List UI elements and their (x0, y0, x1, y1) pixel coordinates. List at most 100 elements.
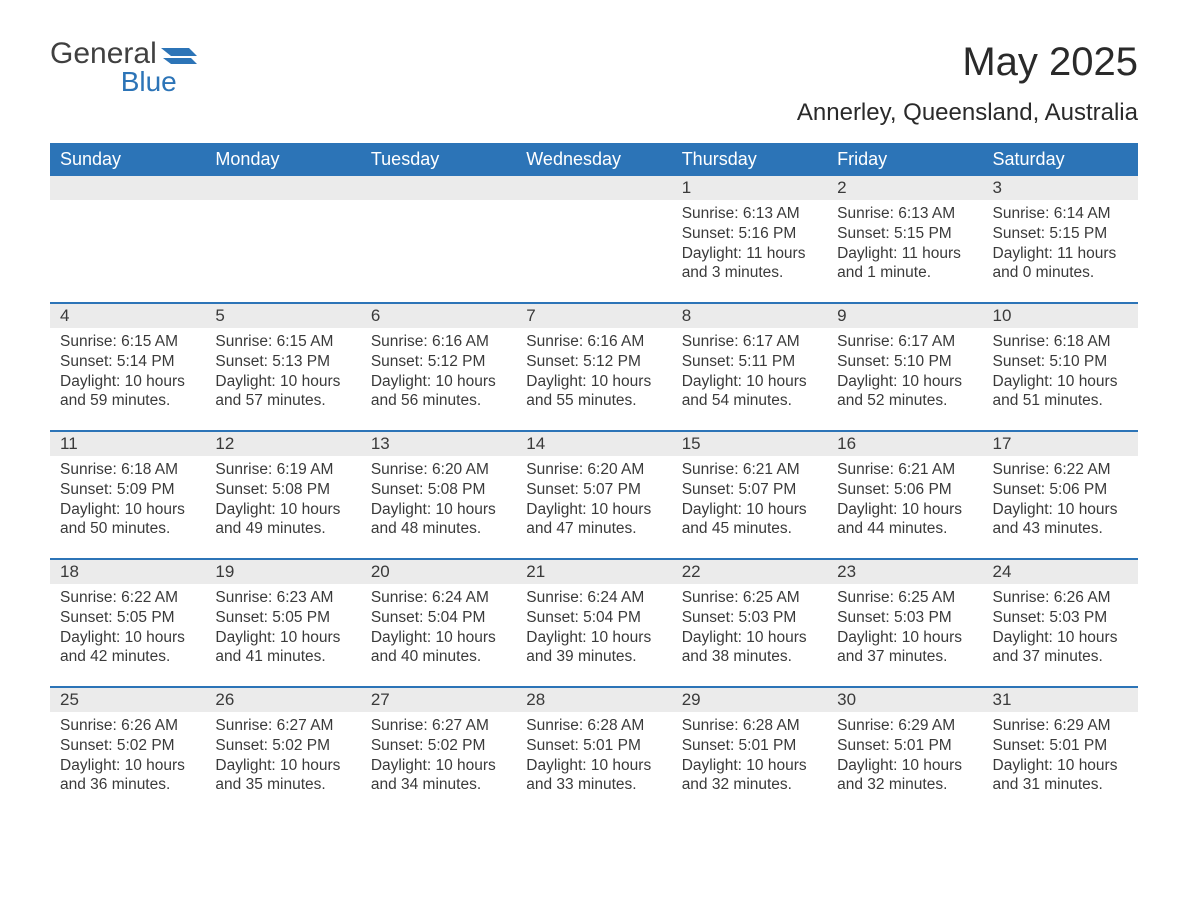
calendar-day: 29Sunrise: 6:28 AMSunset: 5:01 PMDayligh… (672, 688, 827, 814)
daylight-text: Daylight: 10 hours and 34 minutes. (371, 756, 506, 796)
sunset-text: Sunset: 5:08 PM (215, 480, 350, 500)
day-details: Sunrise: 6:19 AMSunset: 5:08 PMDaylight:… (205, 456, 360, 547)
day-details: Sunrise: 6:16 AMSunset: 5:12 PMDaylight:… (516, 328, 671, 419)
sunrise-text: Sunrise: 6:29 AM (993, 716, 1128, 736)
sunset-text: Sunset: 5:01 PM (993, 736, 1128, 756)
day-number: 27 (361, 688, 516, 712)
sunrise-text: Sunrise: 6:15 AM (60, 332, 195, 352)
calendar-day: 10Sunrise: 6:18 AMSunset: 5:10 PMDayligh… (983, 304, 1138, 430)
daylight-text: Daylight: 10 hours and 32 minutes. (837, 756, 972, 796)
sunrise-text: Sunrise: 6:28 AM (526, 716, 661, 736)
sunrise-text: Sunrise: 6:22 AM (993, 460, 1128, 480)
day-number: 17 (983, 432, 1138, 456)
sunrise-text: Sunrise: 6:20 AM (526, 460, 661, 480)
day-number: 8 (672, 304, 827, 328)
daylight-text: Daylight: 10 hours and 35 minutes. (215, 756, 350, 796)
sunrise-text: Sunrise: 6:14 AM (993, 204, 1128, 224)
day-number: 11 (50, 432, 205, 456)
day-number: . (516, 176, 671, 200)
day-number: . (361, 176, 516, 200)
calendar-day: 6Sunrise: 6:16 AMSunset: 5:12 PMDaylight… (361, 304, 516, 430)
sunrise-text: Sunrise: 6:23 AM (215, 588, 350, 608)
calendar-day: 28Sunrise: 6:28 AMSunset: 5:01 PMDayligh… (516, 688, 671, 814)
sunrise-text: Sunrise: 6:16 AM (526, 332, 661, 352)
dow-header: Saturday (983, 143, 1138, 176)
sunrise-text: Sunrise: 6:18 AM (993, 332, 1128, 352)
sunset-text: Sunset: 5:06 PM (837, 480, 972, 500)
daylight-text: Daylight: 11 hours and 0 minutes. (993, 244, 1128, 284)
daylight-text: Daylight: 10 hours and 43 minutes. (993, 500, 1128, 540)
dow-header: Friday (827, 143, 982, 176)
calendar-day: 31Sunrise: 6:29 AMSunset: 5:01 PMDayligh… (983, 688, 1138, 814)
calendar-day: 30Sunrise: 6:29 AMSunset: 5:01 PMDayligh… (827, 688, 982, 814)
day-number: 1 (672, 176, 827, 200)
calendar-day: 4Sunrise: 6:15 AMSunset: 5:14 PMDaylight… (50, 304, 205, 430)
sunset-text: Sunset: 5:01 PM (837, 736, 972, 756)
daylight-text: Daylight: 10 hours and 59 minutes. (60, 372, 195, 412)
sunset-text: Sunset: 5:04 PM (371, 608, 506, 628)
day-number: 16 (827, 432, 982, 456)
sunset-text: Sunset: 5:04 PM (526, 608, 661, 628)
daylight-text: Daylight: 10 hours and 51 minutes. (993, 372, 1128, 412)
day-details: Sunrise: 6:18 AMSunset: 5:10 PMDaylight:… (983, 328, 1138, 419)
daylight-text: Daylight: 10 hours and 39 minutes. (526, 628, 661, 668)
calendar-day: 19Sunrise: 6:23 AMSunset: 5:05 PMDayligh… (205, 560, 360, 686)
calendar-day: 17Sunrise: 6:22 AMSunset: 5:06 PMDayligh… (983, 432, 1138, 558)
day-details: Sunrise: 6:16 AMSunset: 5:12 PMDaylight:… (361, 328, 516, 419)
sunset-text: Sunset: 5:02 PM (60, 736, 195, 756)
day-number: 5 (205, 304, 360, 328)
sunset-text: Sunset: 5:01 PM (526, 736, 661, 756)
calendar-page: General Blue May 2025 Annerley, Queensla… (0, 0, 1188, 864)
day-details: Sunrise: 6:22 AMSunset: 5:05 PMDaylight:… (50, 584, 205, 675)
daylight-text: Daylight: 11 hours and 1 minute. (837, 244, 972, 284)
logo-text: General Blue (50, 40, 157, 95)
sunset-text: Sunset: 5:05 PM (60, 608, 195, 628)
day-number: 10 (983, 304, 1138, 328)
calendar-day: 27Sunrise: 6:27 AMSunset: 5:02 PMDayligh… (361, 688, 516, 814)
day-number: 19 (205, 560, 360, 584)
day-details: Sunrise: 6:17 AMSunset: 5:11 PMDaylight:… (672, 328, 827, 419)
day-number: 25 (50, 688, 205, 712)
sunrise-text: Sunrise: 6:25 AM (682, 588, 817, 608)
calendar-day: . (50, 176, 205, 302)
sunrise-text: Sunrise: 6:17 AM (682, 332, 817, 352)
calendar-day: 15Sunrise: 6:21 AMSunset: 5:07 PMDayligh… (672, 432, 827, 558)
sunset-text: Sunset: 5:07 PM (526, 480, 661, 500)
sunrise-text: Sunrise: 6:24 AM (526, 588, 661, 608)
calendar-day: 24Sunrise: 6:26 AMSunset: 5:03 PMDayligh… (983, 560, 1138, 686)
sunrise-text: Sunrise: 6:20 AM (371, 460, 506, 480)
week-row: 4Sunrise: 6:15 AMSunset: 5:14 PMDaylight… (50, 302, 1138, 430)
day-number: 21 (516, 560, 671, 584)
day-details: Sunrise: 6:25 AMSunset: 5:03 PMDaylight:… (827, 584, 982, 675)
logo-word-general: General (50, 40, 157, 69)
day-number: 9 (827, 304, 982, 328)
daylight-text: Daylight: 10 hours and 37 minutes. (837, 628, 972, 668)
week-row: ....1Sunrise: 6:13 AMSunset: 5:16 PMDayl… (50, 176, 1138, 302)
sunrise-text: Sunrise: 6:21 AM (682, 460, 817, 480)
sunrise-text: Sunrise: 6:26 AM (993, 588, 1128, 608)
day-details: Sunrise: 6:27 AMSunset: 5:02 PMDaylight:… (361, 712, 516, 803)
daylight-text: Daylight: 10 hours and 32 minutes. (682, 756, 817, 796)
title-block: May 2025 Annerley, Queensland, Australia (797, 40, 1138, 127)
daylight-text: Daylight: 10 hours and 48 minutes. (371, 500, 506, 540)
day-number: 24 (983, 560, 1138, 584)
sunset-text: Sunset: 5:02 PM (371, 736, 506, 756)
day-number: 12 (205, 432, 360, 456)
day-details: Sunrise: 6:14 AMSunset: 5:15 PMDaylight:… (983, 200, 1138, 291)
daylight-text: Daylight: 10 hours and 42 minutes. (60, 628, 195, 668)
sunrise-text: Sunrise: 6:19 AM (215, 460, 350, 480)
day-number: 23 (827, 560, 982, 584)
day-details: Sunrise: 6:28 AMSunset: 5:01 PMDaylight:… (672, 712, 827, 803)
page-title: May 2025 (797, 40, 1138, 85)
day-details: Sunrise: 6:13 AMSunset: 5:15 PMDaylight:… (827, 200, 982, 291)
day-details: Sunrise: 6:18 AMSunset: 5:09 PMDaylight:… (50, 456, 205, 547)
calendar-day: 22Sunrise: 6:25 AMSunset: 5:03 PMDayligh… (672, 560, 827, 686)
dow-header-row: SundayMondayTuesdayWednesdayThursdayFrid… (50, 143, 1138, 176)
dow-header: Monday (205, 143, 360, 176)
sunrise-text: Sunrise: 6:25 AM (837, 588, 972, 608)
day-number: 30 (827, 688, 982, 712)
sunset-text: Sunset: 5:03 PM (837, 608, 972, 628)
sunset-text: Sunset: 5:01 PM (682, 736, 817, 756)
daylight-text: Daylight: 10 hours and 49 minutes. (215, 500, 350, 540)
day-details: Sunrise: 6:21 AMSunset: 5:07 PMDaylight:… (672, 456, 827, 547)
